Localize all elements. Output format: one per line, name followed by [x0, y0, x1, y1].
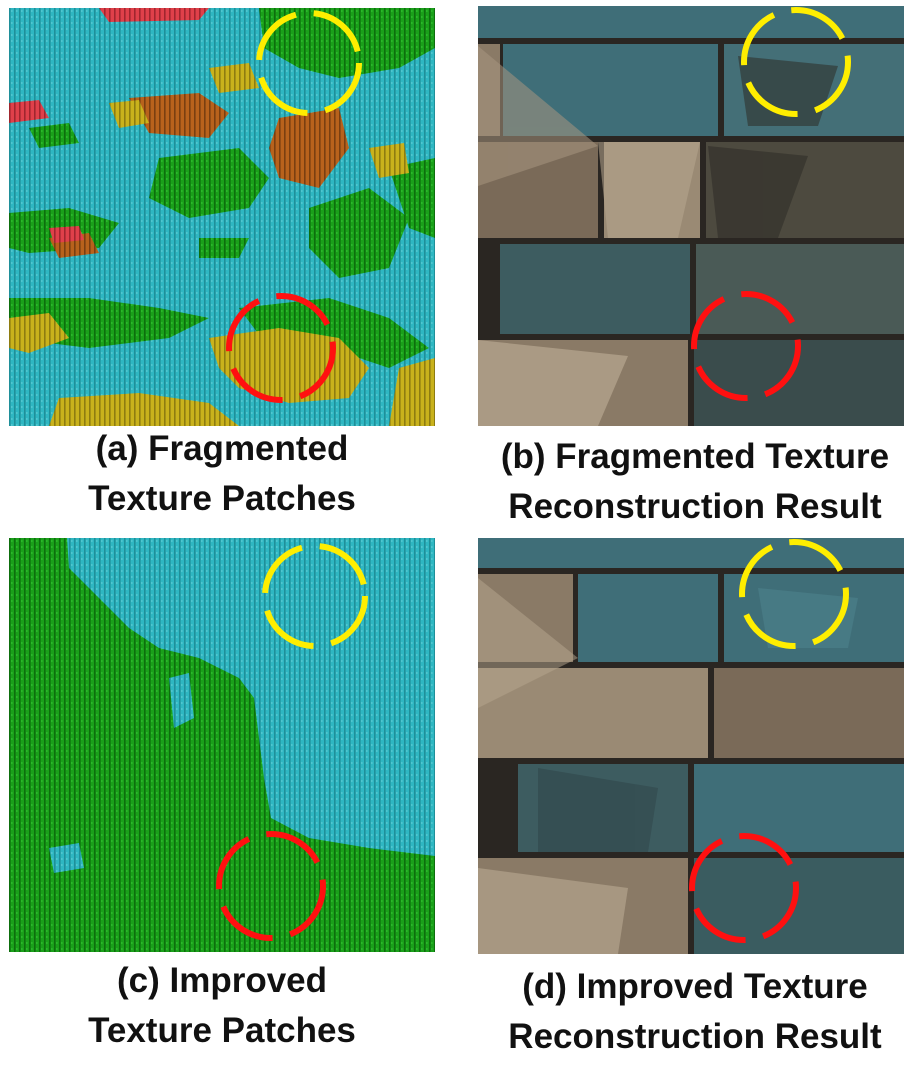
yellow-patch-regions	[9, 63, 435, 426]
caption-c-line2: Texture Patches	[88, 1011, 356, 1050]
cyan-hole	[49, 843, 84, 873]
panel-d-improved-reconstruction	[478, 538, 904, 954]
panel-c-improved-patches	[9, 538, 435, 952]
red-highlight-circle	[689, 833, 799, 943]
caption-a-line1: (a) Fragmented	[95, 429, 349, 468]
caption-d-line1: (d) Improved Texture	[522, 967, 868, 1006]
stone-shading	[478, 578, 858, 954]
improved-reconstruction-render	[478, 538, 904, 954]
caption-a-line2: Texture Patches	[88, 479, 356, 518]
panel-b-fragmented-reconstruction	[478, 6, 904, 426]
caption-d-line2: Reconstruction Result	[508, 1017, 882, 1056]
cyan-hole	[169, 673, 194, 728]
green-patch-region	[9, 538, 435, 952]
yellow-highlight-circle	[256, 10, 362, 116]
red-highlight-circle	[216, 831, 326, 941]
caption-b: (b) Fragmented Texture Reconstruction Re…	[470, 432, 920, 532]
caption-b-line2: Reconstruction Result	[508, 487, 882, 526]
caption-d: (d) Improved Texture Reconstruction Resu…	[470, 962, 920, 1062]
fragmented-patch-map	[9, 8, 435, 426]
yellow-highlight-circle	[739, 539, 849, 649]
yellow-highlight-circle	[262, 543, 368, 649]
improved-patch-map	[9, 538, 435, 952]
yellow-highlight-circle	[741, 7, 851, 117]
red-patch-regions	[9, 8, 209, 243]
panel-a-fragmented-patches	[9, 8, 435, 426]
red-highlight-circle	[691, 291, 801, 401]
stone-shading	[478, 46, 838, 426]
red-highlight-circle	[226, 293, 336, 403]
caption-c-line1: (c) Improved	[116, 961, 328, 1000]
fragmented-reconstruction-render	[478, 6, 904, 426]
caption-c: (c) Improved Texture Patches	[9, 956, 435, 1056]
caption-a: (a) Fragmented Texture Patches	[9, 424, 435, 524]
caption-b-line1: (b) Fragmented Texture	[500, 437, 890, 476]
